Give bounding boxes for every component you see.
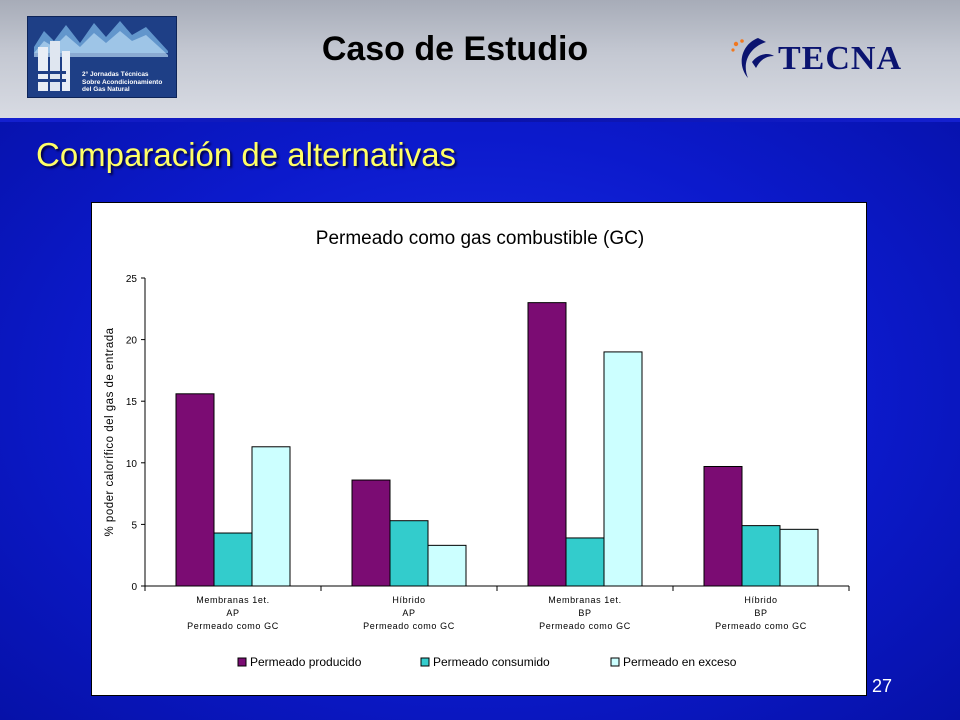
slide-subtitle: Comparación de alternativas	[36, 136, 457, 173]
tecna-logo: TECNA	[728, 34, 938, 82]
legend-label: Permeado producido	[250, 655, 362, 669]
bar-chart: Permeado como gas combustible (GC) % pod…	[104, 228, 850, 669]
y-tick-label: 15	[126, 397, 138, 408]
bar	[389, 520, 429, 587]
y-tick-label: 10	[126, 459, 138, 470]
bar	[427, 544, 467, 587]
x-tick-label: BP	[578, 608, 591, 618]
x-tick-label: Membranas 1et.	[196, 595, 269, 605]
plot-area: 0 5 10 15 20 25 Membranas 1et. AP Permeado como …	[126, 274, 850, 631]
bar	[175, 393, 215, 587]
tecna-swirl-icon	[731, 38, 774, 78]
legend-label: Permeado en exceso	[623, 655, 737, 669]
x-tick-label: AP	[402, 608, 415, 618]
tecna-wordmark: TECNA	[778, 40, 903, 77]
slide-title: Caso de Estudio	[321, 30, 589, 68]
bar	[527, 302, 567, 587]
x-tick-label: BP	[754, 608, 767, 618]
chart-title: Permeado como gas combustible (GC)	[316, 228, 644, 249]
bar	[213, 532, 253, 587]
logo-text-line: Sobre Acondicionamiento	[82, 78, 163, 86]
legend-swatch	[237, 657, 247, 667]
x-tick-label: Permeado como GC	[715, 621, 807, 631]
jornadas-logo-text: 2° Jornadas Técnicas Sobre Acondicionami…	[82, 71, 178, 94]
header-divider	[0, 118, 960, 122]
bar	[603, 351, 643, 587]
x-tick-label: Híbrido	[392, 595, 425, 605]
legend-swatch	[610, 657, 620, 667]
bar	[779, 528, 819, 587]
x-tick-label: Permeado como GC	[187, 621, 279, 631]
x-tick-label: AP	[226, 608, 239, 618]
x-tick-label: Híbrido	[744, 595, 777, 605]
bar	[251, 446, 291, 587]
bar	[703, 465, 743, 587]
chart-container: Permeado como gas combustible (GC) % pod…	[91, 202, 867, 696]
bar	[741, 525, 781, 587]
chart-legend: Permeado producido Permeado consumido Perm…	[237, 655, 737, 669]
bar	[565, 537, 605, 587]
logo-text-line: 2° Jornadas Técnicas	[82, 71, 149, 78]
y-tick-label: 25	[126, 274, 138, 285]
legend-swatch	[420, 657, 430, 667]
y-tick-label: 0	[131, 582, 137, 593]
y-tick-label: 5	[131, 520, 137, 531]
page-number: 27	[872, 676, 893, 696]
x-tick-label: Permeado como GC	[363, 621, 455, 631]
legend-label: Permeado consumido	[433, 655, 550, 669]
bar	[351, 479, 391, 587]
jornadas-logo: 2° Jornadas Técnicas Sobre Acondicionami…	[27, 16, 177, 98]
y-axis-label: % poder calorífico del gas de entrada	[104, 327, 116, 536]
mountain-logo-icon	[30, 21, 168, 91]
y-tick-label: 20	[126, 336, 138, 347]
logo-text-line: del Gas Natural	[82, 86, 130, 93]
x-tick-label: Permeado como GC	[539, 621, 631, 631]
x-tick-label: Membranas 1et.	[548, 595, 621, 605]
